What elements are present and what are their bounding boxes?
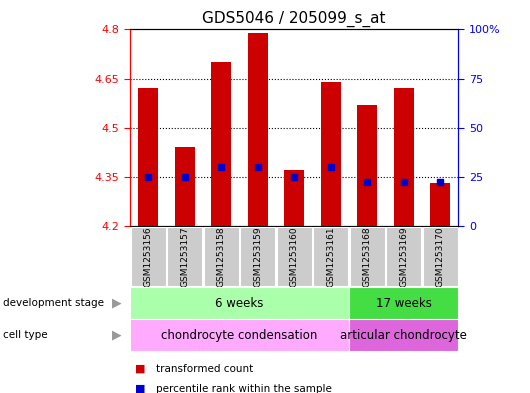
Bar [394,88,414,226]
Text: development stage: development stage [3,298,104,308]
FancyBboxPatch shape [130,319,349,351]
Text: chondrocyte condensation: chondrocyte condensation [161,329,317,342]
Text: ■: ■ [135,364,146,374]
Bar [211,62,231,226]
Text: 6 weeks: 6 weeks [215,296,263,310]
FancyBboxPatch shape [349,287,458,319]
Text: cell type: cell type [3,330,47,340]
Bar [248,33,268,226]
Bar [357,105,377,226]
Text: GSM1253170: GSM1253170 [436,226,445,287]
Bar [321,82,341,226]
Text: GSM1253158: GSM1253158 [217,226,226,287]
Text: GSM1253161: GSM1253161 [326,226,335,287]
Bar [138,88,158,226]
Bar [174,147,195,226]
FancyBboxPatch shape [277,227,312,286]
Text: percentile rank within the sample: percentile rank within the sample [156,384,332,393]
Bar [284,170,304,226]
Text: GSM1253169: GSM1253169 [399,226,408,287]
FancyBboxPatch shape [167,227,202,286]
Text: ▶: ▶ [112,329,122,342]
Text: 17 weeks: 17 weeks [376,296,431,310]
Bar [430,184,450,226]
FancyBboxPatch shape [130,287,349,319]
FancyBboxPatch shape [204,227,238,286]
FancyBboxPatch shape [386,227,421,286]
FancyBboxPatch shape [313,227,348,286]
Text: articular chondrocyte: articular chondrocyte [340,329,467,342]
Text: GSM1253157: GSM1253157 [180,226,189,287]
Text: GSM1253159: GSM1253159 [253,226,262,287]
Title: GDS5046 / 205099_s_at: GDS5046 / 205099_s_at [202,11,386,27]
Text: GSM1253168: GSM1253168 [363,226,372,287]
Text: ▶: ▶ [112,296,122,310]
Text: transformed count: transformed count [156,364,253,374]
FancyBboxPatch shape [349,319,458,351]
Text: GSM1253160: GSM1253160 [290,226,298,287]
FancyBboxPatch shape [422,227,458,286]
FancyBboxPatch shape [130,227,166,286]
Text: ■: ■ [135,384,146,393]
FancyBboxPatch shape [240,227,275,286]
Text: GSM1253156: GSM1253156 [144,226,153,287]
FancyBboxPatch shape [350,227,385,286]
